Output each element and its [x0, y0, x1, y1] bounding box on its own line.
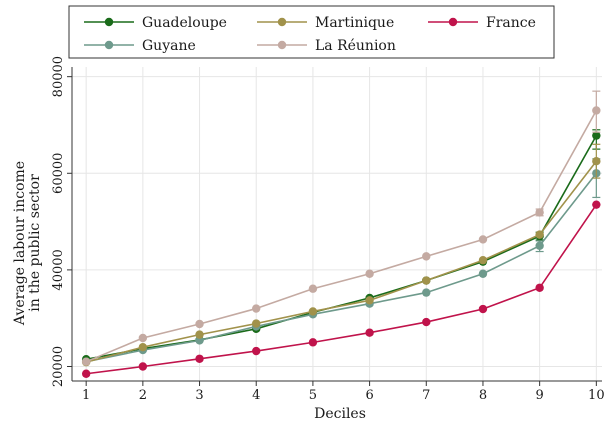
legend-swatch-marker	[277, 17, 287, 27]
gridlines	[72, 67, 602, 381]
legend-label: La Réunion	[315, 38, 396, 54]
data-point	[535, 208, 544, 217]
legend-label: Guyane	[142, 38, 196, 54]
legend-box	[68, 5, 555, 59]
x-tick-label: 9	[536, 388, 544, 403]
data-point	[195, 336, 204, 345]
data-point	[592, 157, 601, 166]
data-point	[478, 304, 488, 314]
legend-label: France	[486, 15, 536, 31]
data-point	[422, 276, 431, 285]
x-tick-label: 10	[588, 388, 605, 403]
data-point	[308, 307, 318, 316]
legend-item: Martinique	[257, 15, 394, 31]
series-layer	[81, 90, 601, 378]
y-tick-label: 80000	[51, 56, 66, 97]
y-axis-title-line-1: Average labour income	[12, 161, 28, 326]
legend-swatch-marker	[448, 17, 458, 27]
legend-item: France	[428, 15, 536, 31]
data-point	[138, 362, 148, 371]
series-line	[86, 172, 597, 363]
legend-item: Guyane	[84, 38, 196, 54]
data-point	[195, 319, 204, 329]
x-tick-label: 2	[139, 388, 147, 403]
data-point	[365, 328, 374, 337]
x-tick-label: 7	[422, 388, 430, 403]
data-point	[592, 200, 601, 209]
data-point	[252, 346, 261, 356]
series-france	[81, 200, 601, 378]
series-line	[85, 160, 597, 363]
data-point	[535, 283, 544, 292]
data-point	[422, 252, 431, 261]
legend-item: La Réunion	[257, 38, 396, 54]
series-line	[86, 204, 597, 375]
data-point	[365, 269, 374, 278]
data-point	[308, 338, 318, 347]
x-axis-title: Deciles	[314, 406, 366, 422]
legend-swatch-marker	[104, 40, 114, 50]
legend-label: Martinique	[315, 15, 394, 31]
x-tick-label: 8	[479, 388, 487, 403]
y-axis-title: Average labour income in the public sect…	[12, 161, 43, 326]
data-point	[138, 333, 148, 343]
data-point	[478, 235, 488, 244]
data-point	[422, 288, 431, 297]
legend-swatch-marker	[104, 17, 114, 27]
x-tick-label: 1	[82, 388, 90, 403]
legend: Guadeloupe Martinique France Guyane La Réuni…	[68, 5, 555, 59]
series-la-r-union	[81, 90, 601, 366]
legend-item: Guadeloupe	[84, 15, 227, 31]
legend-label: Guadeloupe	[142, 15, 227, 31]
data-point	[535, 241, 544, 250]
data-point	[252, 304, 261, 313]
data-point	[81, 369, 91, 378]
data-point	[195, 354, 204, 363]
y-tick-label: 40000	[51, 249, 66, 290]
series-line	[85, 110, 598, 363]
x-tick-label: 4	[252, 388, 260, 403]
data-point	[592, 131, 601, 140]
data-point	[478, 256, 488, 265]
y-tick-label: 20000	[51, 346, 66, 387]
data-point	[138, 342, 148, 352]
data-point	[592, 106, 601, 115]
data-point	[252, 319, 261, 328]
data-point	[422, 317, 431, 327]
data-point	[195, 330, 204, 339]
data-point	[365, 296, 374, 305]
y-tick-label: 60000	[51, 153, 66, 194]
data-point	[308, 284, 318, 293]
x-tick-label: 6	[365, 388, 373, 403]
x-tick-label: 3	[195, 388, 203, 403]
x-tick-label: 5	[309, 388, 317, 403]
axes: 1 2 3 4 5 6 7 8 9 10 20000 40000 60000 80000	[51, 56, 605, 403]
data-point	[478, 269, 488, 278]
legend-swatch-marker	[277, 40, 287, 50]
data-point	[535, 230, 544, 239]
y-axis-title-line-2: in the public sector	[27, 174, 43, 312]
data-point	[81, 357, 91, 366]
